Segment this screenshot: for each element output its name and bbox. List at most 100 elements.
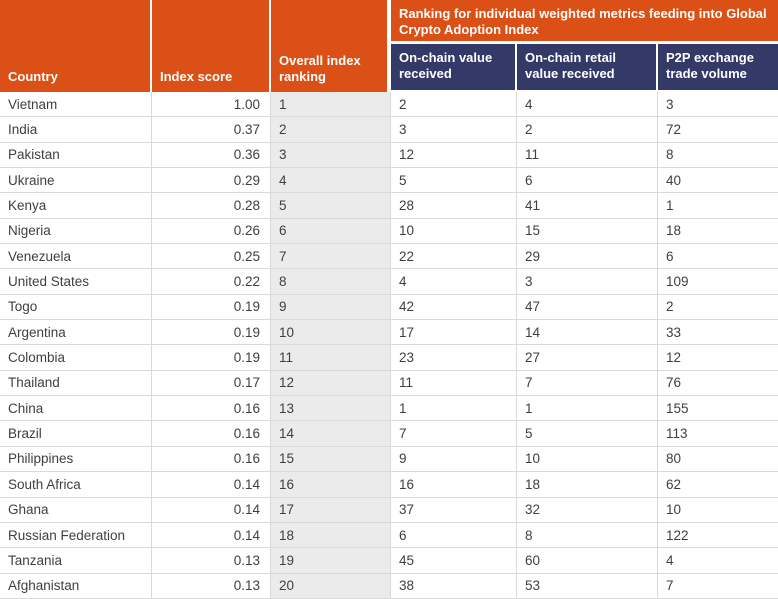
cell-country: Kenya [0, 193, 152, 219]
cell-onchain-value-rank: 1 [391, 396, 517, 422]
cell-index-score: 0.29 [152, 168, 271, 194]
cell-overall-ranking: 3 [271, 142, 391, 169]
cell-onchain-retail-rank: 5 [517, 421, 658, 447]
cell-overall-ranking: 19 [271, 548, 391, 574]
cell-country: United States [0, 269, 152, 295]
cell-overall-ranking: 5 [271, 193, 391, 219]
cell-country: China [0, 396, 152, 422]
cell-onchain-retail-rank: 10 [517, 446, 658, 473]
cell-index-score: 0.36 [152, 142, 271, 169]
cell-p2p-volume-rank: 109 [658, 269, 778, 295]
cell-onchain-value-rank: 12 [391, 142, 517, 169]
cell-country: Ghana [0, 497, 152, 523]
cell-onchain-value-rank: 23 [391, 345, 517, 371]
cell-onchain-retail-rank: 1 [517, 396, 658, 422]
cell-p2p-volume-rank: 8 [658, 142, 778, 169]
cell-index-score: 0.13 [152, 548, 271, 574]
cell-index-score: 0.25 [152, 244, 271, 270]
cell-country: Philippines [0, 446, 152, 473]
column-header-onchain-value-received: On-chain value received [391, 44, 517, 92]
cell-p2p-volume-rank: 18 [658, 218, 778, 245]
cell-country: Argentina [0, 320, 152, 346]
cell-country: India [0, 117, 152, 143]
cell-onchain-retail-rank: 15 [517, 218, 658, 245]
cell-overall-ranking: 14 [271, 421, 391, 447]
cell-country: Ukraine [0, 168, 152, 194]
cell-onchain-value-rank: 22 [391, 244, 517, 270]
cell-country: Thailand [0, 370, 152, 397]
cell-onchain-value-rank: 10 [391, 218, 517, 245]
cell-index-score: 0.14 [152, 522, 271, 549]
cell-overall-ranking: 6 [271, 218, 391, 245]
cell-overall-ranking: 11 [271, 345, 391, 371]
cell-p2p-volume-rank: 12 [658, 345, 778, 371]
cell-p2p-volume-rank: 113 [658, 421, 778, 447]
cell-index-score: 0.16 [152, 421, 271, 447]
cell-onchain-value-rank: 3 [391, 117, 517, 143]
cell-onchain-retail-rank: 8 [517, 522, 658, 549]
cell-onchain-retail-rank: 60 [517, 548, 658, 574]
column-header-overall-index-ranking: Overall index ranking [271, 0, 391, 92]
cell-index-score: 0.14 [152, 472, 271, 498]
cell-overall-ranking: 20 [271, 573, 391, 599]
cell-country: Afghanistan [0, 573, 152, 599]
cell-index-score: 0.28 [152, 193, 271, 219]
cell-overall-ranking: 18 [271, 522, 391, 549]
cell-onchain-retail-rank: 32 [517, 497, 658, 523]
cell-onchain-retail-rank: 41 [517, 193, 658, 219]
cell-index-score: 0.13 [152, 573, 271, 599]
cell-overall-ranking: 12 [271, 370, 391, 397]
cell-index-score: 0.14 [152, 497, 271, 523]
cell-onchain-value-rank: 16 [391, 472, 517, 498]
cell-index-score: 0.19 [152, 320, 271, 346]
cell-onchain-retail-rank: 18 [517, 472, 658, 498]
cell-overall-ranking: 9 [271, 294, 391, 321]
cell-country: Russian Federation [0, 522, 152, 549]
cell-onchain-value-rank: 2 [391, 92, 517, 118]
cell-overall-ranking: 17 [271, 497, 391, 523]
cell-index-score: 0.19 [152, 345, 271, 371]
cell-onchain-retail-rank: 14 [517, 320, 658, 346]
cell-onchain-value-rank: 6 [391, 522, 517, 549]
cell-country: South Africa [0, 472, 152, 498]
cell-country: Togo [0, 294, 152, 321]
cell-onchain-value-rank: 17 [391, 320, 517, 346]
cell-p2p-volume-rank: 4 [658, 548, 778, 574]
cell-overall-ranking: 13 [271, 396, 391, 422]
cell-country: Colombia [0, 345, 152, 371]
cell-overall-ranking: 7 [271, 244, 391, 270]
cell-onchain-retail-rank: 47 [517, 294, 658, 321]
cell-index-score: 0.37 [152, 117, 271, 143]
cell-country: Brazil [0, 421, 152, 447]
cell-index-score: 0.26 [152, 218, 271, 245]
cell-index-score: 0.16 [152, 396, 271, 422]
cell-index-score: 0.19 [152, 294, 271, 321]
column-header-onchain-retail-value-received: On-chain retail value received [517, 44, 658, 92]
metrics-group-header: Ranking for individual weighted metrics … [391, 0, 778, 44]
cell-onchain-retail-rank: 3 [517, 269, 658, 295]
cell-onchain-value-rank: 37 [391, 497, 517, 523]
cell-index-score: 0.22 [152, 269, 271, 295]
cell-overall-ranking: 2 [271, 117, 391, 143]
cell-onchain-value-rank: 42 [391, 294, 517, 321]
cell-onchain-retail-rank: 7 [517, 370, 658, 397]
cell-p2p-volume-rank: 155 [658, 396, 778, 422]
cell-country: Vietnam [0, 92, 152, 118]
cell-p2p-volume-rank: 72 [658, 117, 778, 143]
cell-onchain-value-rank: 9 [391, 446, 517, 473]
cell-overall-ranking: 8 [271, 269, 391, 295]
cell-overall-ranking: 4 [271, 168, 391, 194]
cell-overall-ranking: 15 [271, 446, 391, 473]
column-header-country: Country [0, 0, 152, 92]
cell-index-score: 0.16 [152, 446, 271, 473]
cell-p2p-volume-rank: 62 [658, 472, 778, 498]
cell-onchain-retail-rank: 53 [517, 573, 658, 599]
cell-index-score: 1.00 [152, 92, 271, 118]
cell-onchain-retail-rank: 27 [517, 345, 658, 371]
cell-p2p-volume-rank: 3 [658, 92, 778, 118]
cell-onchain-value-rank: 11 [391, 370, 517, 397]
cell-onchain-retail-rank: 2 [517, 117, 658, 143]
cell-overall-ranking: 1 [271, 92, 391, 118]
cell-onchain-retail-rank: 4 [517, 92, 658, 118]
